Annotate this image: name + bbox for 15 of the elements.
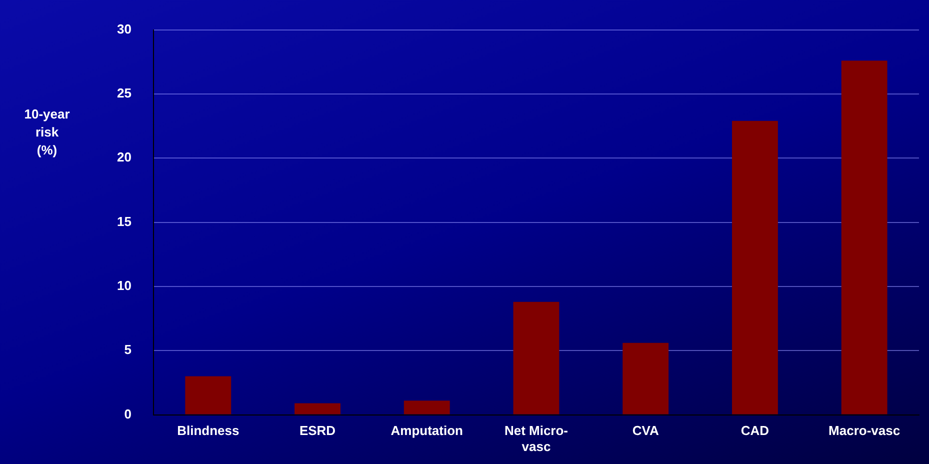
y-tick-label: 15 — [116, 214, 132, 229]
y-axis-title: 10-year risk (%) — [24, 106, 70, 158]
y-tick-label: 10 — [116, 278, 132, 294]
y-tick-label: 25 — [116, 86, 132, 101]
y-tick-label: 30 — [116, 21, 132, 36]
x-tick-label: Macro-vasc — [828, 423, 900, 438]
x-tick-label: Net Micro-vasc — [504, 423, 568, 454]
x-tick-label: ESRD — [299, 423, 336, 438]
y-tick-label: 5 — [124, 342, 132, 358]
x-tick-label: Amputation — [390, 423, 464, 438]
x-tick-label: CVA — [632, 423, 660, 438]
y-tick-label: 0 — [124, 406, 132, 422]
x-tick-label: CAD — [740, 423, 770, 438]
x-tick-label: Blindness — [177, 423, 240, 438]
y-tick-label: 20 — [116, 150, 132, 165]
